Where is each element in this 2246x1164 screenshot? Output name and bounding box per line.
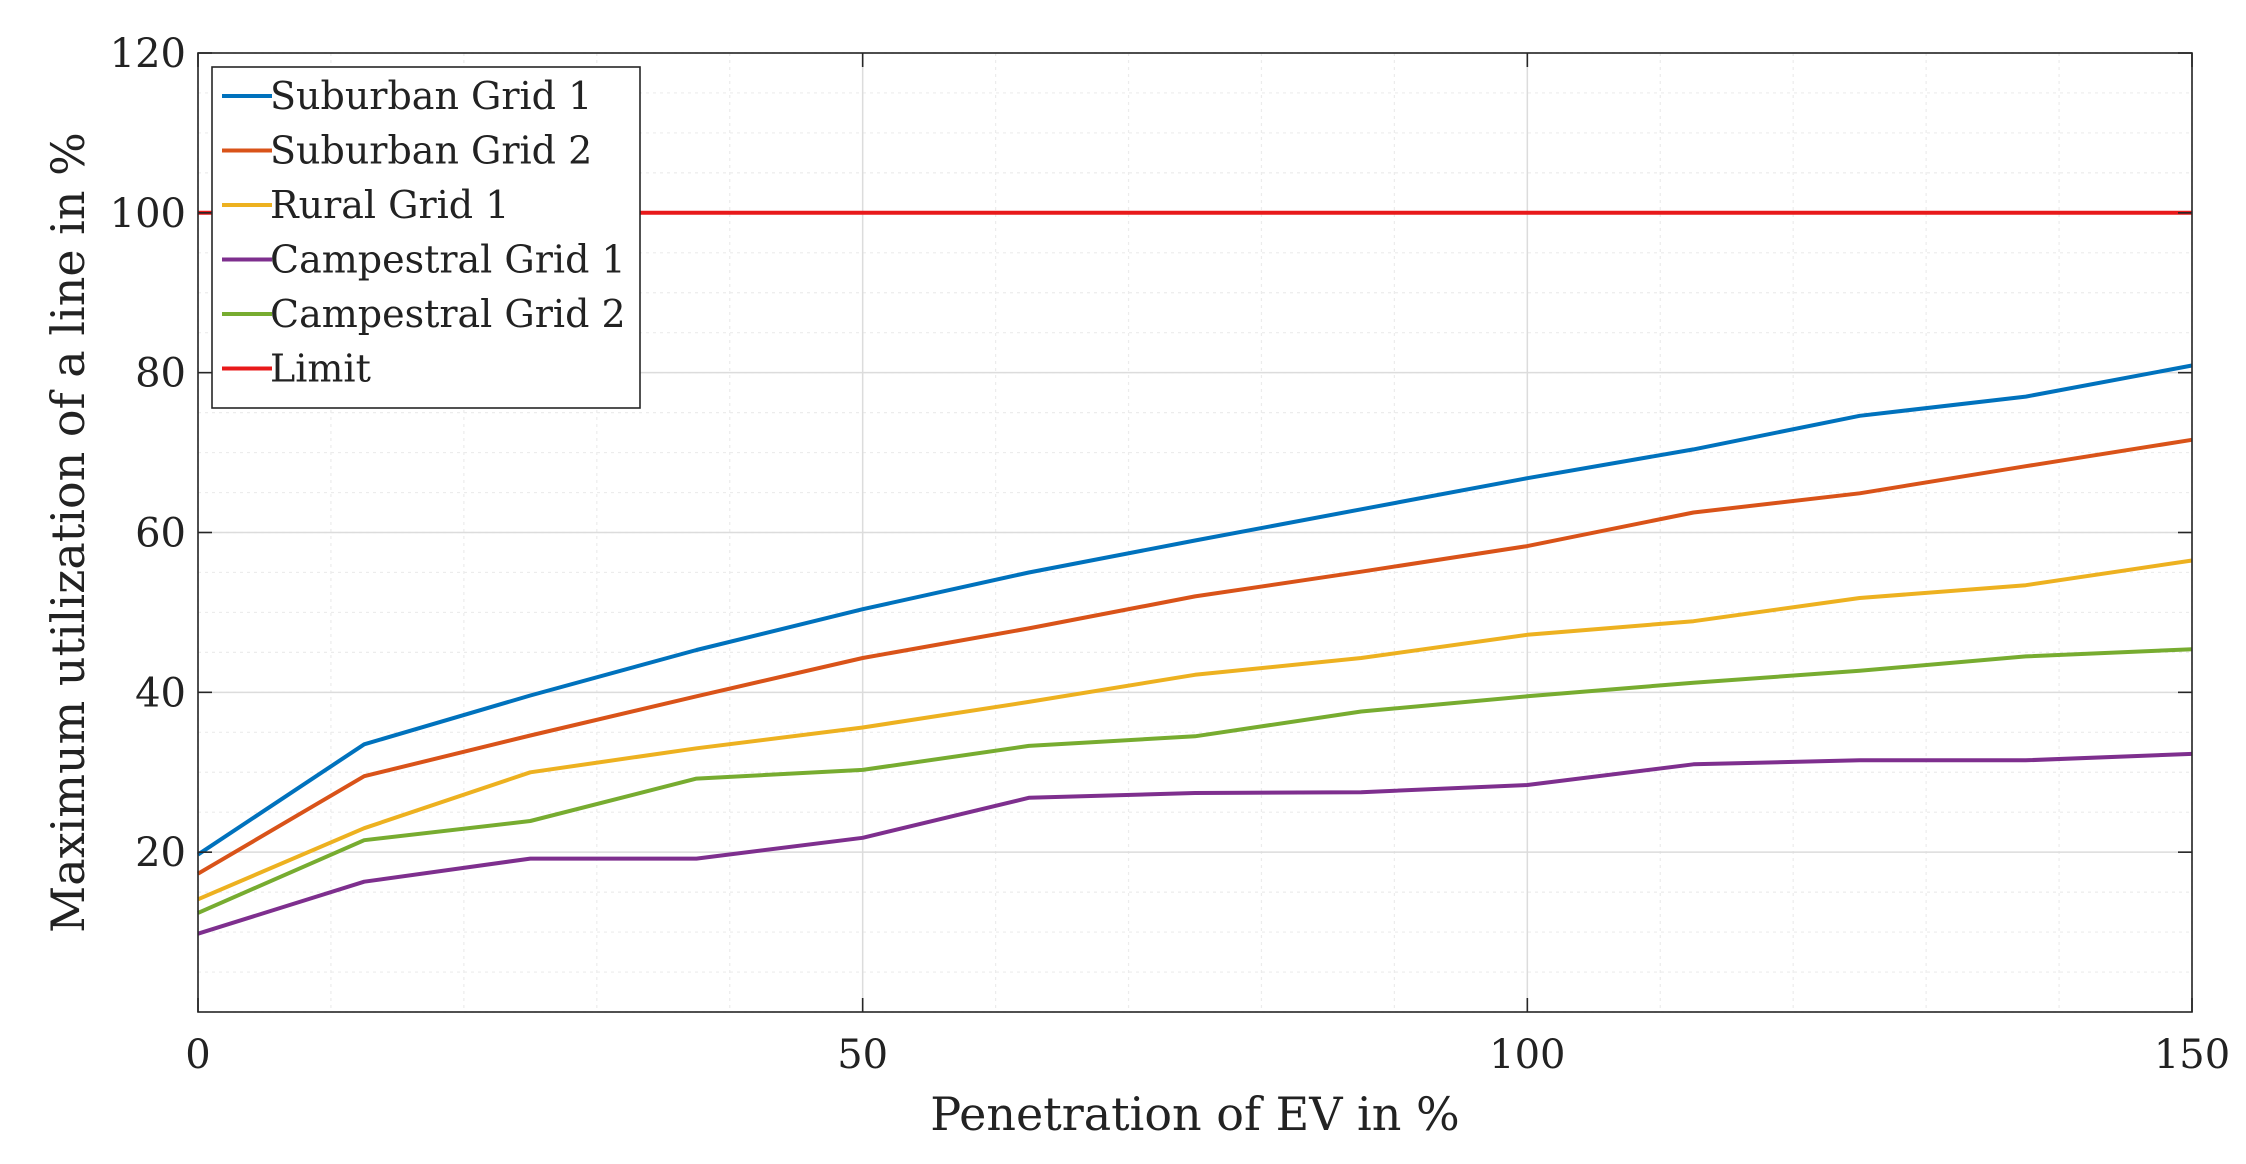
- x-tick-label: 150: [2154, 1032, 2230, 1078]
- y-tick-labels: 20 40 60 80 100 120: [110, 31, 186, 876]
- x-tick-label: 0: [185, 1032, 210, 1078]
- tick-marks: [197, 52, 2193, 1012]
- legend-label-rural-grid-1: Rural Grid 1: [270, 183, 509, 227]
- y-tick-label: 80: [135, 351, 186, 397]
- y-axis-label: Maximum utilization of a line in %: [41, 132, 95, 933]
- series-line-campestral-grid-2: [197, 647, 2193, 915]
- series-line-suburban-grid-1: [196, 363, 2193, 857]
- legend-label-campestral-grid-1: Campestral Grid 1: [270, 238, 626, 282]
- x-tick-label: 50: [837, 1032, 888, 1078]
- y-tick-label: 40: [135, 670, 186, 716]
- x-tick-label: 100: [1489, 1032, 1565, 1078]
- y-tick-label: 120: [110, 31, 186, 77]
- y-tick-label: 100: [110, 191, 186, 237]
- x-tick-labels: 0 50 100 150: [185, 1032, 2230, 1078]
- legend-label-limit: Limit: [270, 347, 371, 391]
- legend-label-campestral-grid-2: Campestral Grid 2: [270, 292, 626, 336]
- legend-label-suburban-grid-1: Suburban Grid 1: [270, 74, 592, 118]
- legend-box: [211, 66, 641, 409]
- y-tick-label: 60: [135, 511, 186, 557]
- legend: Suburban Grid 1 Suburban Grid 2 Rural Grid…: [211, 66, 641, 409]
- x-axis-label: Penetration of EV in %: [930, 1087, 1459, 1141]
- legend-label-suburban-grid-2: Suburban Grid 2: [270, 129, 592, 173]
- series-line-campestral-grid-1: [197, 751, 2193, 936]
- series-line-rural-grid-1: [197, 558, 2193, 902]
- y-tick-label: 20: [135, 830, 186, 876]
- series-line-suburban-grid-2: [196, 437, 2193, 876]
